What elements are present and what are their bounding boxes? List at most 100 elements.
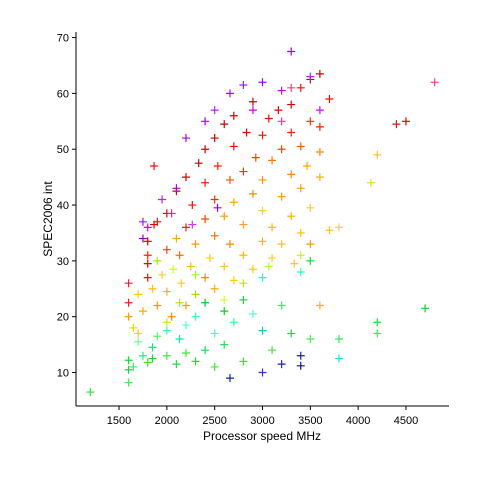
data-point [191,357,200,366]
data-point [143,237,152,246]
data-point [153,332,162,341]
x-tick-label: 2000 [155,415,179,427]
data-point [392,120,401,129]
data-point [296,351,305,360]
y-tick-label: 60 [57,88,69,100]
data-point [287,170,296,179]
data-point [258,273,267,282]
x-ticks: 1500 2000 2500 3000 3500 4000 4500 [107,406,418,427]
data-point [181,321,190,330]
data-point [175,298,184,307]
data-point [315,301,324,310]
x-tick-label: 4500 [394,415,418,427]
data-point [277,240,286,249]
data-point [296,268,305,277]
y-tick-label: 30 [57,256,69,268]
data-point [225,175,234,184]
data-point [210,134,219,143]
data-point [201,273,210,282]
data-point [194,159,203,168]
data-point [175,335,184,344]
data-point [213,203,222,212]
data-point [188,220,197,229]
data-point [315,106,324,115]
data-point [335,354,344,363]
data-point [162,351,171,360]
data-point [124,312,133,321]
data-point [210,195,219,204]
data-point [258,131,267,140]
data-point [210,106,219,115]
data-point [158,195,167,204]
data-point [315,173,324,182]
data-point [315,69,324,78]
data-point [274,106,283,115]
data-point [239,295,248,304]
data-point [258,326,267,335]
data-point [225,89,234,98]
data-point [239,251,248,260]
data-point [129,323,138,332]
data-point [124,298,133,307]
data-point [201,117,210,126]
data-point [124,279,133,288]
data-point [296,184,305,193]
data-point [153,217,162,226]
data-point [287,100,296,109]
data-point [138,234,147,243]
data-point [220,212,229,221]
data-point [210,284,219,293]
data-point [287,329,296,338]
data-point [268,156,277,165]
data-point [191,240,200,249]
data-point [248,309,257,318]
data-point [264,114,273,123]
data-point [258,237,267,246]
data-point [306,117,315,126]
data-point [162,245,171,254]
y-tick-label: 20 [57,312,69,324]
y-tick-label: 40 [57,200,69,212]
data-point [287,212,296,221]
data-point [287,83,296,92]
y-axis-title: SPEC2006 int [41,181,55,257]
y-tick-label: 70 [57,33,69,45]
data-point [306,72,315,81]
data-point [258,368,267,377]
data-point [210,362,219,371]
data-point [188,201,197,210]
x-tick-label: 3500 [298,415,322,427]
data-point [401,117,410,126]
y-tick-label: 10 [57,368,69,380]
data-point [220,120,229,129]
data-point [201,178,210,187]
data-point [148,343,157,352]
data-point [268,223,277,232]
data-point [148,354,157,363]
data-point [172,360,181,369]
data-point [277,117,286,126]
data-point [296,228,305,237]
data-point [210,329,219,338]
data-point [306,256,315,265]
data-point [239,279,248,288]
data-point [229,276,238,285]
data-point [210,231,219,240]
data-point [167,312,176,321]
data-point [325,226,334,235]
x-tick-label: 2500 [202,415,226,427]
data-point [148,284,157,293]
data-point [138,351,147,360]
data-point [335,335,344,344]
data-point [201,145,210,154]
data-point [169,265,178,274]
y-tick-label: 50 [57,144,69,156]
x-tick-label: 1500 [107,415,131,427]
data-point [296,361,305,370]
data-point [205,254,214,263]
data-point [239,220,248,229]
data-point [153,301,162,310]
data-point [181,173,190,182]
data-point [143,358,152,367]
data-point [138,217,147,226]
